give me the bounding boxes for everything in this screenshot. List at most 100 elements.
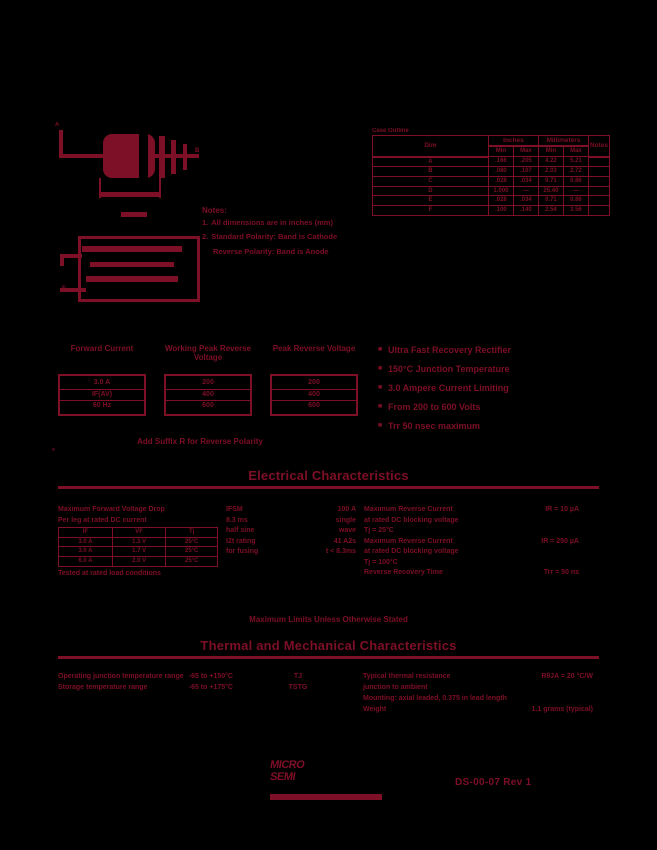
table-row: B .080.107 2.03 2.72 <box>372 166 611 177</box>
lead-right <box>153 154 199 158</box>
features-items: Ultra Fast Recovery Rectifier 150°C Junct… <box>378 345 588 431</box>
table-cell: C <box>372 176 489 187</box>
note-item: 1. All dimensions are in inches (mm) <box>202 218 352 227</box>
spec-row: Maximum Reverse Current IR = 250 µA <box>364 537 579 548</box>
logo-line-1: MICRO <box>269 759 306 771</box>
forward-voltage-heading: Maximum Forward Voltage Drop <box>58 506 165 513</box>
rating-value: 400 <box>166 390 250 401</box>
spec-value: Trr = 50 ns <box>543 569 579 576</box>
ratings-row: Forward Current 3.0 A IF(AV) 60 Hz Worki… <box>58 344 358 416</box>
rating-heading: Peak Reverse Voltage <box>272 344 356 353</box>
rating-box-forward-current: Forward Current 3.0 A IF(AV) 60 Hz <box>58 344 146 416</box>
table-row: A .166.205 4.22 5.21 <box>372 156 611 168</box>
table-row: 3.0 A 1.7 V 25°C <box>58 546 218 558</box>
package-outline-drawing: A B <box>55 118 220 298</box>
th-dim: Dim <box>372 134 489 158</box>
spec-row: Mounting: axial leaded, 0.375 in lead le… <box>363 694 593 705</box>
table-cell: 0.86 <box>562 195 589 207</box>
rating-value: 600 <box>308 402 320 409</box>
rating-value: 600 <box>202 402 214 409</box>
table-cell: 25°C <box>165 546 218 558</box>
table-row: D 1.000—25.40— <box>372 185 611 197</box>
note-text: All dimensions are in inches (mm) <box>211 218 333 227</box>
th-mm-min: Min <box>537 145 564 158</box>
rating-values: 200 400 600 <box>164 374 252 416</box>
spec-value: wave <box>338 527 356 534</box>
dimension-bar-a <box>99 192 159 197</box>
manufacturer-logo: MICRO SEMI <box>269 759 385 806</box>
outline-bar-3 <box>86 276 178 282</box>
table-cell: .028 <box>487 176 514 187</box>
spec-value: IR = 250 µA <box>541 537 579 545</box>
table-cell: 2.54 <box>537 205 564 216</box>
table-cell: 0.71 <box>537 195 564 207</box>
spec-label: IFSM <box>226 506 243 513</box>
spec-value: single <box>335 516 356 524</box>
forward-voltage-footnote: Tested at rated load conditions <box>58 569 161 577</box>
spec-label: Maximum Reverse Current <box>364 537 453 545</box>
stud-2 <box>171 140 176 174</box>
polarity-note: Add Suffix R for Reverse Polarity <box>137 437 263 446</box>
notes-heading: Notes: <box>202 206 227 215</box>
rating-box-working-peak-reverse-voltage: Working Peak Reverse Voltage 200 400 600 <box>164 344 252 416</box>
spec-label: for fusing <box>226 548 259 555</box>
rating-values: 3.0 A IF(AV) 60 Hz <box>58 374 146 416</box>
spec-row: at rated DC blocking voltage <box>364 547 579 558</box>
th-vf: VF <box>111 527 167 538</box>
table-cell: .028 <box>487 195 514 207</box>
table-cell: .107 <box>512 166 539 177</box>
spec-row: Maximum Reverse Current IR = 10 µA <box>364 505 579 516</box>
table-row: C .028.034 0.71 0.86 <box>372 176 611 187</box>
spec-row: at rated DC blocking voltage <box>364 516 579 527</box>
table-cell: — <box>512 185 539 197</box>
th-inches-min: Min <box>487 145 514 158</box>
rating-value: 400 <box>272 390 356 401</box>
note-text: Standard Polarity: Band is Cathode <box>211 232 338 242</box>
th-group-inches: Inches <box>487 135 539 148</box>
ext-line-a1 <box>99 178 101 198</box>
th-if: IF <box>58 527 113 538</box>
table-cell: .100 <box>487 205 514 216</box>
notes-block: Notes: 1. All dimensions are in inches (… <box>202 206 352 261</box>
table-cell: 0.71 <box>537 176 564 187</box>
table-cell: 2.72 <box>562 166 589 177</box>
note-number: 1. <box>202 218 209 227</box>
spec-value: IR = 10 µA <box>545 506 579 513</box>
spec-label: Storage temperature range <box>58 683 148 691</box>
spec-row: Operating junction temperature range -65 … <box>58 672 233 683</box>
thermal-column-2: TJ TSTG <box>243 672 353 715</box>
spec-label: Maximum Reverse Current <box>364 506 453 513</box>
spec-row: half sine wave <box>226 526 356 537</box>
spec-row: Weight 1.1 grams (typical) <box>363 705 593 716</box>
section-title-electrical: Electrical Characteristics <box>248 468 409 483</box>
table-cell: 6.0 A <box>58 556 113 567</box>
table-cell <box>587 195 611 207</box>
spec-row: Storage temperature range -65 to +175°C <box>58 683 233 694</box>
note-item: Reverse Polarity: Band is Anode <box>202 247 352 256</box>
feature-item: From 200 to 600 Volts <box>378 402 588 413</box>
section-rule <box>58 486 599 489</box>
spec-label: Operating junction temperature range <box>58 673 184 680</box>
th-inches-max: Max <box>512 145 539 158</box>
package-side-view: F <box>60 232 210 302</box>
spec-label: at rated DC blocking voltage <box>364 516 459 524</box>
spec-value: 1.1 grams (typical) <box>531 705 593 713</box>
thermal-column-1: Operating junction temperature range -65 … <box>58 672 233 715</box>
document-code: DS-00-07 Rev 1 <box>455 777 532 788</box>
table-header-row: IF VF Tj <box>58 527 218 538</box>
table-cell <box>587 176 611 187</box>
table-cell: 3.56 <box>562 205 589 216</box>
dim-label-f: F <box>62 286 66 292</box>
table-cell: 1.7 V <box>111 546 167 558</box>
rating-heading: Forward Current <box>70 344 134 353</box>
spec-row: 8.3 ms single <box>226 516 356 527</box>
spec-label: Reverse Recovery Time <box>364 569 443 576</box>
table-header-row: Min Max Min Max <box>373 145 610 158</box>
spec-value: 41 A2s <box>333 537 356 545</box>
table-cell <box>587 205 611 216</box>
table-cell: .205 <box>512 156 539 168</box>
cathode-band <box>139 134 148 178</box>
spec-value: -65 to +175°C <box>188 683 233 691</box>
thermal-subtitle: Maximum Limits Unless Otherwise Stated <box>249 615 408 624</box>
